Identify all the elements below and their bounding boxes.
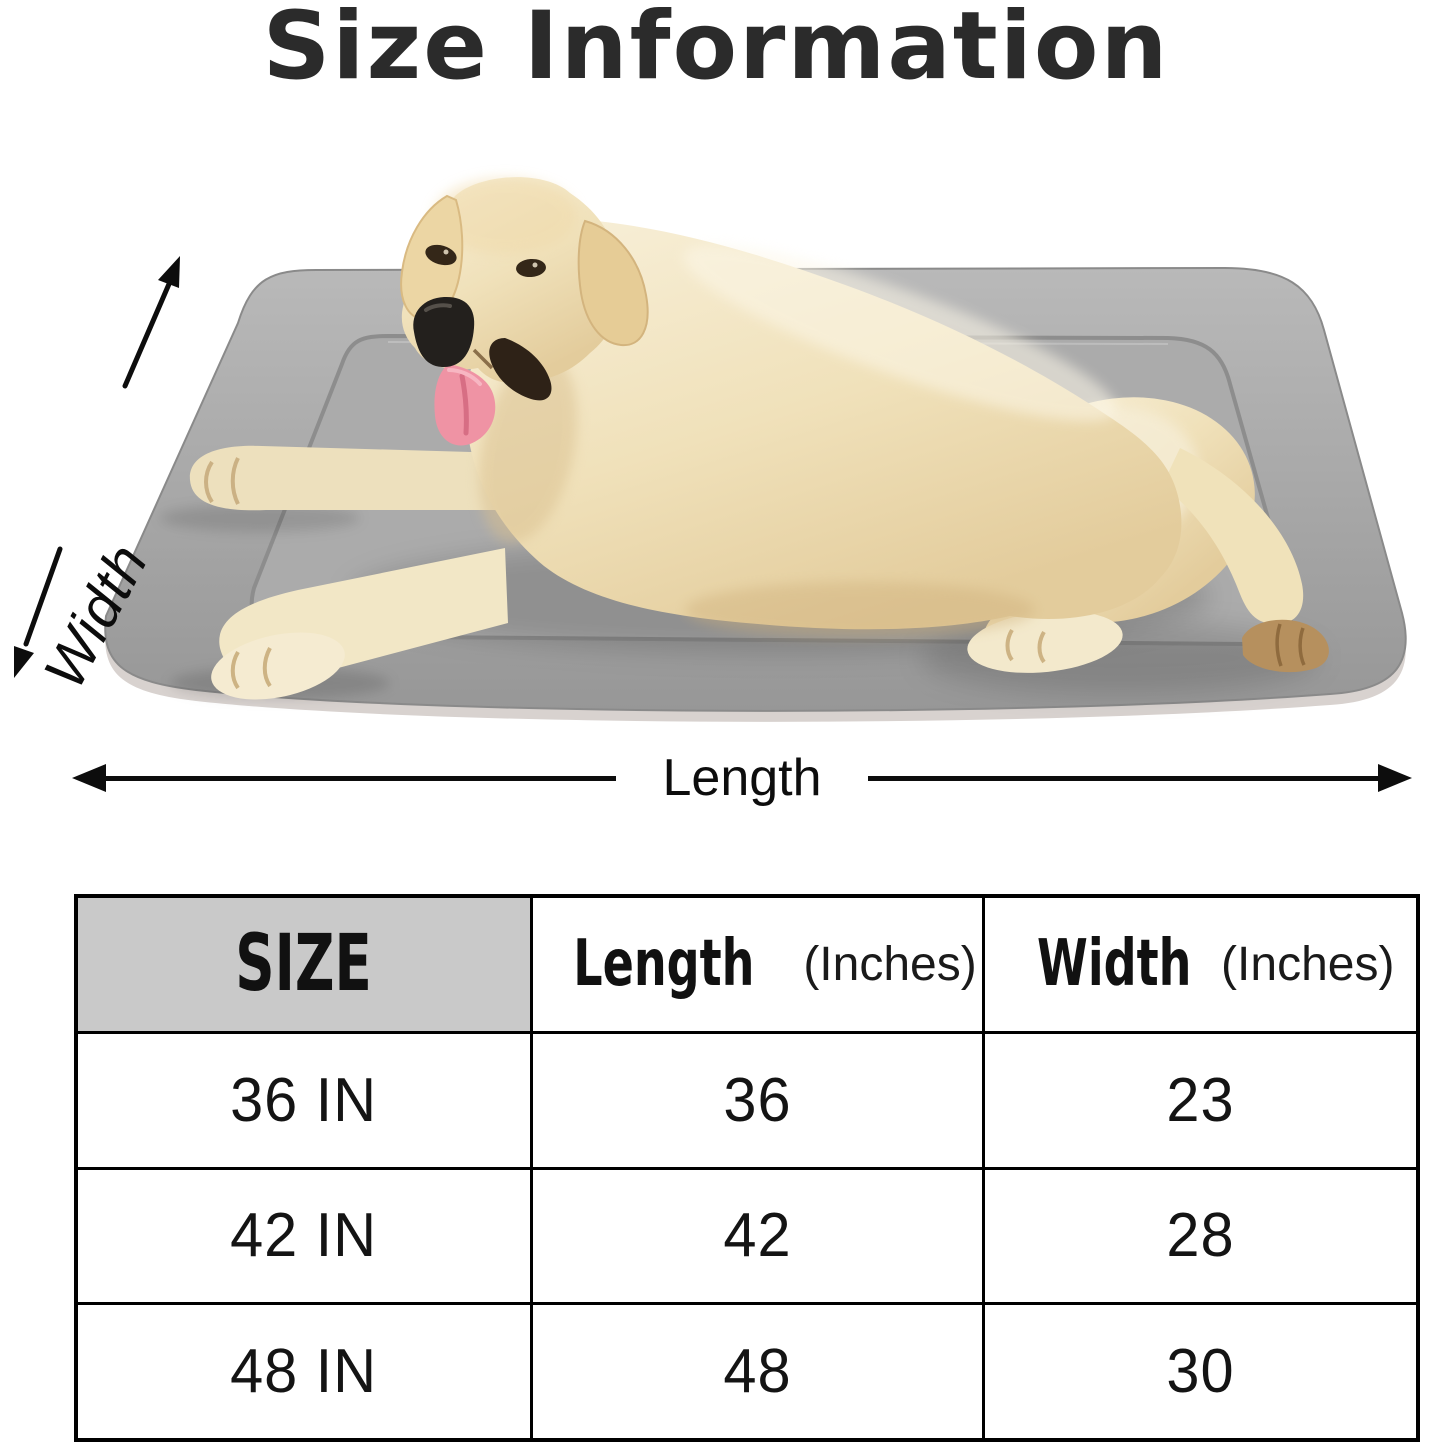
header-cell-length: Length (Inches) — [533, 898, 982, 1031]
table-row-0-length: 36 — [533, 1033, 982, 1167]
dog — [189, 177, 1329, 700]
dog-nose — [413, 296, 475, 368]
table-row-1-size: 42 IN — [78, 1169, 530, 1303]
dog-on-mat-illustration — [14, 177, 1407, 722]
arrow-left-icon — [72, 764, 106, 792]
page-title: Size Information — [262, 0, 1170, 101]
dog-eyes — [425, 244, 546, 278]
header-cell-width: Width (Inches) — [985, 898, 1416, 1031]
dog-rear-paw — [1242, 619, 1329, 673]
header-width-unit: (Inches) — [1221, 937, 1395, 991]
table-row-2-size: 48 IN — [78, 1305, 530, 1438]
dog-head — [400, 177, 649, 446]
length-dimension-label: Length — [662, 749, 822, 807]
header-width-label: Width — [1036, 927, 1192, 1002]
table-row-1-width: 28 — [985, 1169, 1416, 1303]
product-figure: Width — [0, 118, 1432, 766]
dog-far-front-leg — [189, 445, 505, 511]
width-arrow — [14, 256, 180, 678]
dog-near-front-leg — [211, 548, 508, 700]
table-row-1-length: 42 — [533, 1169, 982, 1303]
header-size-label: SIZE — [235, 919, 373, 1010]
table-row-0-width: 23 — [985, 1033, 1416, 1167]
arrow-right-icon — [1378, 764, 1413, 792]
header-length-label: Length — [573, 927, 755, 1002]
dog-right-ear — [577, 219, 649, 347]
size-table: SIZE Length (Inches) Width (Inches) 36 IN… — [74, 894, 1420, 1442]
dog-mouth — [489, 338, 552, 401]
table-row-2-width: 30 — [985, 1305, 1416, 1438]
header-length-unit: (Inches) — [789, 937, 977, 991]
length-arrow: Length — [72, 749, 1413, 807]
header-cell-size: SIZE — [78, 898, 530, 1031]
dog-tail — [1162, 448, 1304, 625]
table-row-0-size: 36 IN — [78, 1033, 530, 1167]
dog-tongue — [434, 364, 496, 446]
table-row-2-length: 48 — [533, 1305, 982, 1438]
